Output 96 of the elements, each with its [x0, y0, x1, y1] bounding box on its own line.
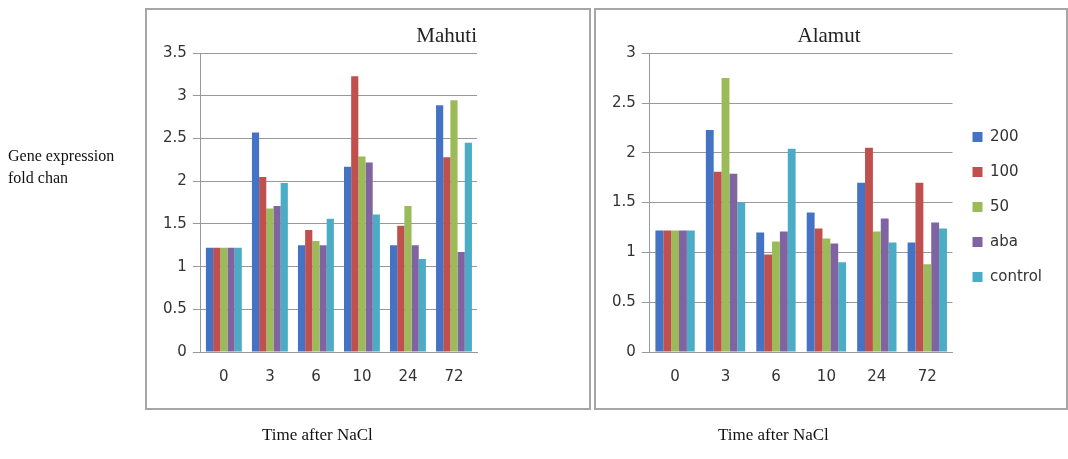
- legend-label: 50: [990, 196, 1010, 215]
- x-tick-label: 0: [670, 366, 680, 385]
- bar: [907, 242, 916, 352]
- bar: [372, 214, 380, 352]
- y-tick-label: 0: [626, 341, 636, 360]
- y-tick-label: 3.5: [163, 43, 187, 62]
- bar: [280, 182, 288, 352]
- y-tick-label: 0.5: [612, 292, 636, 311]
- x-tick-label: 72: [917, 366, 937, 385]
- y-tick-label: 2.5: [612, 92, 636, 111]
- bar: [443, 157, 451, 352]
- x-tick-label: 72: [444, 366, 464, 385]
- bar: [655, 230, 664, 352]
- y-tick-label: 1.5: [612, 192, 636, 211]
- x-tick-label: 6: [311, 366, 321, 385]
- x-axis-title: Time after NaCl: [718, 425, 829, 445]
- y-tick-label: 3: [626, 43, 636, 62]
- x-axis-title: Time after NaCl: [262, 425, 373, 445]
- bar: [729, 173, 738, 352]
- bar: [806, 212, 815, 352]
- bar: [923, 264, 932, 352]
- bar: [756, 232, 765, 352]
- bar: [351, 76, 359, 352]
- y-axis-title: Gene expression fold chan: [8, 146, 116, 188]
- bar: [319, 245, 327, 352]
- bar: [838, 262, 847, 352]
- bar: [305, 229, 313, 352]
- bar: [872, 231, 881, 352]
- bar: [273, 206, 281, 352]
- bar: [227, 247, 235, 352]
- chart-title: Mahuti: [416, 23, 478, 48]
- bar: [220, 247, 228, 352]
- bar: [404, 206, 412, 352]
- bar: [931, 222, 940, 352]
- x-tick-label: 3: [265, 366, 275, 385]
- bar: [857, 182, 866, 352]
- bar: [234, 247, 242, 352]
- bar: [464, 142, 472, 352]
- bar: [450, 100, 458, 352]
- y-tick-label: 1: [626, 242, 636, 261]
- bar: [779, 231, 788, 352]
- bar: [266, 208, 274, 352]
- bar: [205, 247, 214, 352]
- bar: [312, 241, 320, 352]
- bar: [686, 230, 695, 352]
- legend-label: control: [990, 266, 1043, 285]
- x-tick-label: 10: [352, 366, 372, 385]
- bar: [787, 148, 796, 352]
- x-tick-label: 6: [771, 366, 781, 385]
- bar: [436, 105, 444, 352]
- bar: [457, 252, 465, 352]
- y-tick-label: 2.5: [163, 128, 187, 147]
- bar: [939, 228, 947, 352]
- bar: [326, 218, 334, 352]
- y-tick-label: 0: [177, 341, 187, 360]
- y-tick-label: 0.5: [163, 299, 187, 318]
- x-tick-label: 24: [867, 366, 887, 385]
- bar: [365, 162, 373, 352]
- bar: [830, 243, 839, 352]
- x-tick-label: 3: [720, 366, 731, 385]
- y-tick-label: 1.5: [163, 213, 187, 232]
- bar: [297, 245, 306, 352]
- bar: [251, 132, 260, 352]
- bar: [213, 247, 221, 352]
- bar: [772, 241, 780, 352]
- bar: [358, 156, 366, 352]
- x-tick-label: 10: [816, 366, 836, 385]
- y-tick-label: 2: [626, 142, 636, 161]
- bar: [737, 202, 746, 352]
- bar: [397, 225, 405, 352]
- bar: [865, 147, 873, 352]
- bar: [259, 176, 267, 352]
- bar: [814, 228, 823, 352]
- bar: [713, 171, 722, 352]
- bar: [915, 182, 924, 352]
- x-tick-label: 0: [219, 366, 229, 385]
- x-tick-label: 24: [398, 366, 418, 385]
- legend-label: 200: [990, 126, 1019, 145]
- bar: [418, 258, 426, 352]
- bar: [880, 218, 889, 352]
- bar: [764, 254, 773, 352]
- bar: [663, 230, 672, 352]
- y-tick-label: 3: [177, 85, 187, 104]
- y-tick-label: 2: [177, 171, 187, 190]
- bar: [888, 242, 897, 352]
- legend-label: 100: [990, 161, 1019, 180]
- bar: [390, 245, 398, 352]
- legend-label: aba: [990, 231, 1018, 250]
- bar: [411, 245, 419, 352]
- bar: [671, 230, 680, 352]
- y-tick-label: 1: [177, 256, 187, 275]
- bar: [679, 230, 687, 352]
- bar: [822, 238, 831, 352]
- bar: [343, 166, 352, 352]
- chart-title: Alamut: [797, 23, 861, 48]
- bar: [705, 129, 714, 352]
